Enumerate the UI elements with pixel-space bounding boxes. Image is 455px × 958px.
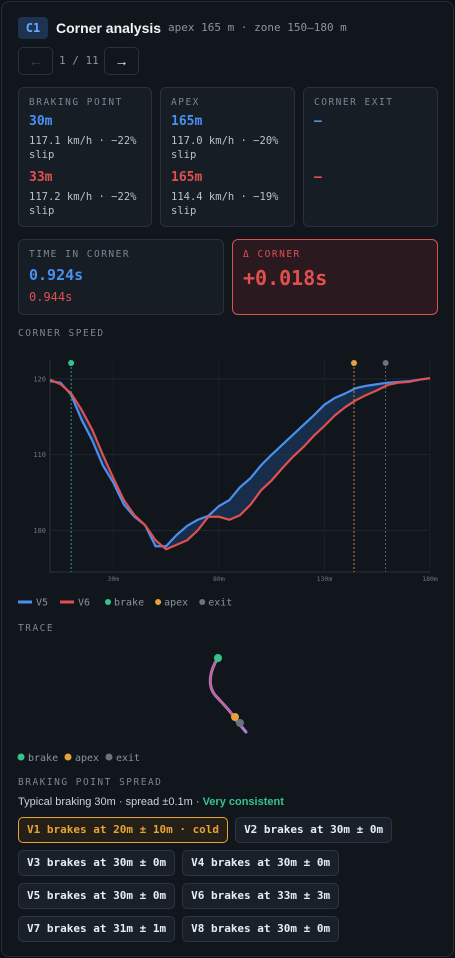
card-value: 165m xyxy=(171,170,203,185)
apex-card xyxy=(160,87,295,227)
section-label: CORNER SPEED xyxy=(18,328,105,339)
corner-badge: C1 xyxy=(18,17,48,39)
card-value: — xyxy=(314,114,322,129)
card-value: 33m xyxy=(29,170,53,185)
card-detail: 117.0 km/h · −20% slip xyxy=(171,135,279,161)
braking-card xyxy=(18,87,152,227)
y-tick-label: 100 xyxy=(33,527,46,535)
card-label: CORNER EXIT xyxy=(314,97,394,108)
legend-label: exit xyxy=(116,753,140,764)
brake-chip: V4 brakes at 30m ± 0m xyxy=(182,850,340,876)
legend-label: apex xyxy=(75,753,99,764)
legend-label: V5 xyxy=(36,598,48,609)
legend-label: brake xyxy=(28,753,58,764)
delta-value: +0.018s xyxy=(243,266,328,290)
delta-card xyxy=(232,239,438,315)
x-tick-label: 180m xyxy=(422,575,438,583)
chip-list: V1 brakes at 20m ± 10m · cold V2 brakes a… xyxy=(18,817,438,942)
card-detail: 117.2 km/h · −22% slip xyxy=(29,191,137,217)
card-detail: 117.1 km/h · −22% slip xyxy=(29,135,137,161)
brake-chip: V1 brakes at 20m ± 10m · cold xyxy=(18,817,229,843)
brake-chip: V8 brakes at 30m ± 0m xyxy=(182,916,340,942)
legend-label: V6 xyxy=(78,598,90,609)
prev-button[interactable]: ← xyxy=(18,47,53,75)
legend-dot xyxy=(199,599,206,605)
card-label: BRAKING POINT xyxy=(29,97,123,108)
legend-dot xyxy=(17,753,25,761)
verdict: Very consistent xyxy=(202,796,284,808)
marker-dot xyxy=(382,360,389,366)
delta-label: Δ CORNER xyxy=(243,249,301,260)
brake-chip: V3 brakes at 30m ± 0m xyxy=(18,850,176,876)
legend-dot xyxy=(105,599,111,605)
position: 1 / 11 xyxy=(59,54,99,67)
exit-dot xyxy=(236,719,244,727)
section-label: BRAKING POINT SPREAD xyxy=(18,777,163,788)
time-v6: 0.944s xyxy=(29,290,73,304)
card-label: APEX xyxy=(171,97,200,108)
legend-dot xyxy=(105,753,113,761)
marker-dot xyxy=(351,360,357,366)
series-line xyxy=(49,377,431,551)
apex-dot xyxy=(231,713,239,721)
brake-chip: V6 brakes at 33m ± 3m xyxy=(182,883,340,909)
brake-chip: V2 brakes at 30m ± 0m xyxy=(235,817,393,843)
spread-summary: Typical braking 30m · spread ±0.1m · Ver… xyxy=(18,796,284,808)
card-value: 165m xyxy=(171,114,203,129)
speed-chart: 100 110 120 30m 80m 130m 180m V5 V6 brake apex exit xyxy=(18,360,438,609)
y-tick-label: 110 xyxy=(33,451,46,459)
brake-chip: V5 brakes at 30m ± 0m xyxy=(18,883,176,909)
card-value: 30m xyxy=(29,114,53,129)
x-tick-label: 130m xyxy=(317,575,333,583)
summary-text: Typical braking 30m · spread ±0.1m · xyxy=(18,796,203,808)
card-value: — xyxy=(314,170,322,185)
y-tick-label: 120 xyxy=(33,375,46,383)
card-detail: 114.4 km/h · −19% slip xyxy=(171,191,279,217)
trace-path xyxy=(209,657,237,721)
exit-card xyxy=(303,87,438,227)
brake-chip: V7 brakes at 31m ± 1m xyxy=(18,916,176,942)
trace-map: brake apex exit xyxy=(17,654,248,764)
title: Corner analysis xyxy=(56,20,162,36)
meta: apex 165 m · zone 150–180 m xyxy=(168,21,347,34)
time-card xyxy=(18,239,224,315)
time-label: TIME IN CORNER xyxy=(29,249,131,260)
brake-dot xyxy=(214,654,222,662)
time-v5: 0.924s xyxy=(29,266,84,284)
legend-label: apex xyxy=(164,598,188,609)
legend-label: exit xyxy=(208,598,232,609)
x-tick-label: 80m xyxy=(213,575,225,583)
series-line xyxy=(49,377,431,548)
legend-dot xyxy=(64,753,72,761)
marker-dot xyxy=(68,360,75,366)
section-label: TRACE xyxy=(18,623,55,634)
x-tick-label: 30m xyxy=(107,575,119,583)
legend-label: brake xyxy=(114,598,144,609)
legend-dot xyxy=(155,599,162,605)
next-button[interactable]: → xyxy=(104,47,139,75)
